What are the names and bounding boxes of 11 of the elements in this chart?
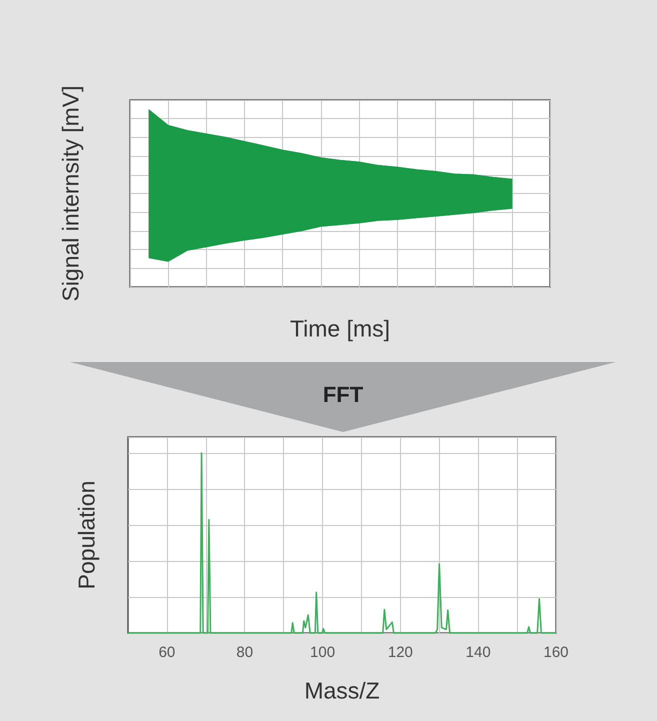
y-axis-title: Signal internsity [mV] (58, 85, 84, 302)
x-axis-title: Time [ms] (290, 316, 390, 342)
x-tick-label: 160 (543, 644, 569, 661)
x-tick-label: 140 (466, 644, 491, 661)
x-tick-label: 80 (236, 644, 254, 661)
x-tick-label: 100 (310, 644, 336, 661)
x-axis-title: Mass/Z (304, 678, 380, 704)
x-tick-label: 120 (388, 644, 413, 661)
x-tick-label: 60 (158, 644, 176, 661)
y-axis-title: Population (74, 480, 100, 590)
text: FFT (322, 382, 364, 408)
